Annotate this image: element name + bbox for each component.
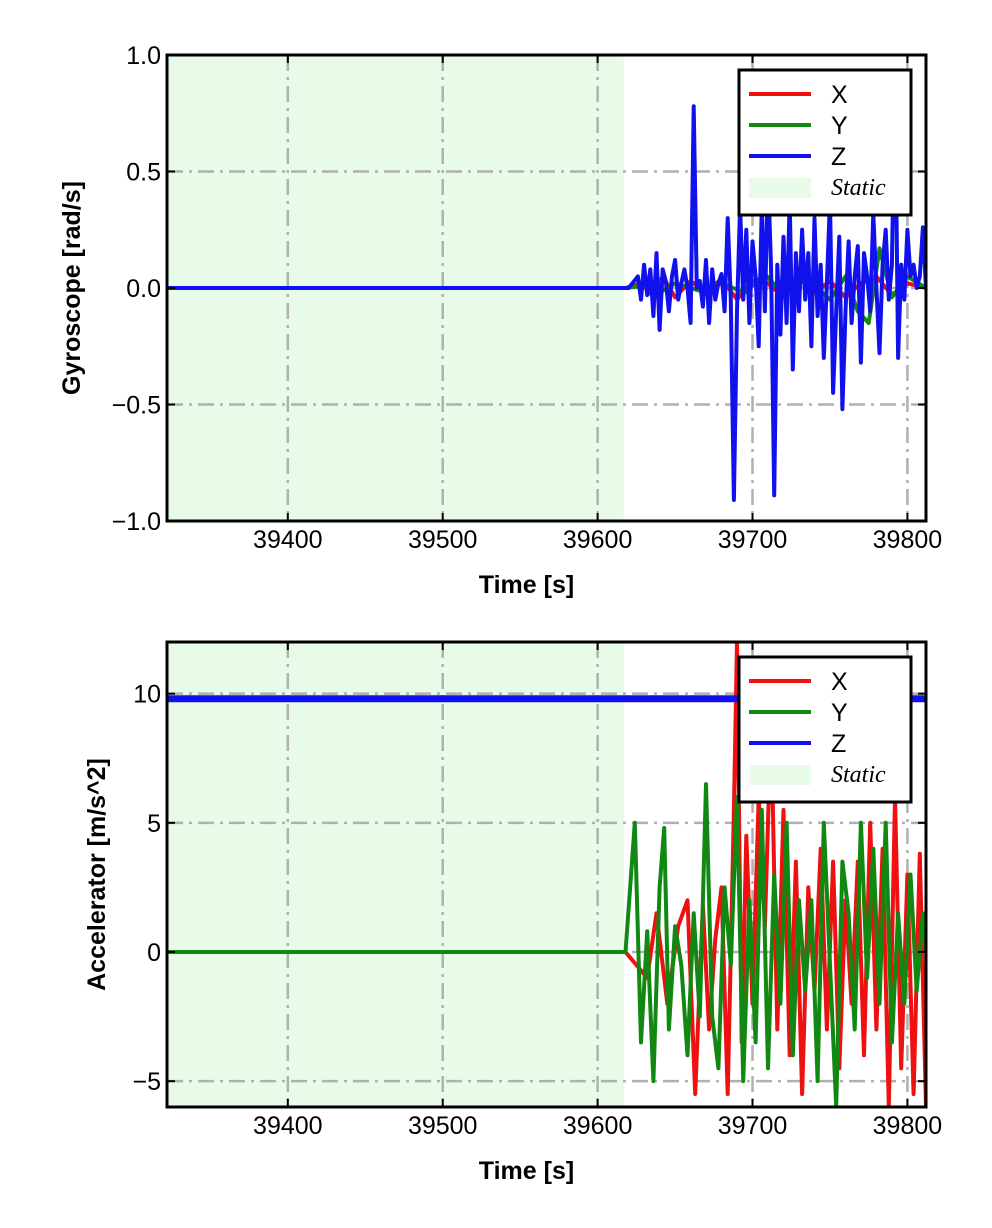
static-region (167, 642, 624, 1107)
y-tick-label: 5 (147, 810, 161, 838)
legend-swatch-static (749, 178, 811, 198)
x-tick-label: 39700 (718, 526, 788, 554)
legend-swatch-static (749, 765, 811, 785)
x-axis-label: Time [s] (479, 571, 574, 599)
x-tick-label: 39800 (873, 1112, 943, 1140)
y-tick-label: 1.0 (126, 42, 161, 70)
series-group (167, 76, 926, 502)
y-tick-label: −5 (132, 1068, 161, 1096)
x-tick-label: 39600 (563, 1112, 633, 1140)
x-tick-label: 39400 (253, 1112, 323, 1140)
legend-label-y: Y (831, 112, 848, 140)
series-line-y (167, 782, 926, 1107)
legend-label-static: Static (831, 175, 886, 201)
x-tick-label: 39500 (408, 1112, 478, 1140)
y-tick-label: 0 (147, 939, 161, 967)
axes-frame (165, 640, 928, 1109)
y-tick-label: −0.5 (112, 392, 161, 420)
y-axis-label: Gyroscope [rad/s] (58, 181, 86, 395)
y-tick-label: 0.5 (126, 159, 161, 187)
gyroscope-panel: 39400 39500 39600 39700 39800 −1.0 −0.5 0.0 0.5 1… (58, 42, 942, 599)
legend-label-static: Static (831, 762, 886, 788)
x-tick-label: 39500 (408, 526, 478, 554)
legend-label-y: Y (831, 699, 848, 727)
series-line-z (167, 76, 926, 502)
y-tick-label: 0.0 (126, 275, 161, 303)
legend-label-z: Z (831, 143, 846, 171)
x-tick-label: 39600 (563, 526, 633, 554)
legend-label-x: X (831, 668, 848, 696)
accelerator-panel: 39400 39500 39600 39700 39800 −5 0 5 10 Time [s] A… (83, 640, 943, 1185)
x-tick-label: 39800 (873, 526, 943, 554)
legend-label-z: Z (831, 730, 846, 758)
legend: XYZ Static (737, 655, 913, 804)
x-tick-label: 39700 (718, 1112, 788, 1140)
x-axis-label: Time [s] (479, 1157, 574, 1185)
legend-label-x: X (831, 81, 848, 109)
x-tick-label: 39400 (253, 526, 323, 554)
y-axis-label: Accelerator [m/s^2] (83, 758, 111, 991)
legend: XYZ Static (737, 68, 913, 217)
y-tick-label: −1.0 (112, 508, 161, 536)
y-tick-label: 10 (133, 681, 161, 709)
